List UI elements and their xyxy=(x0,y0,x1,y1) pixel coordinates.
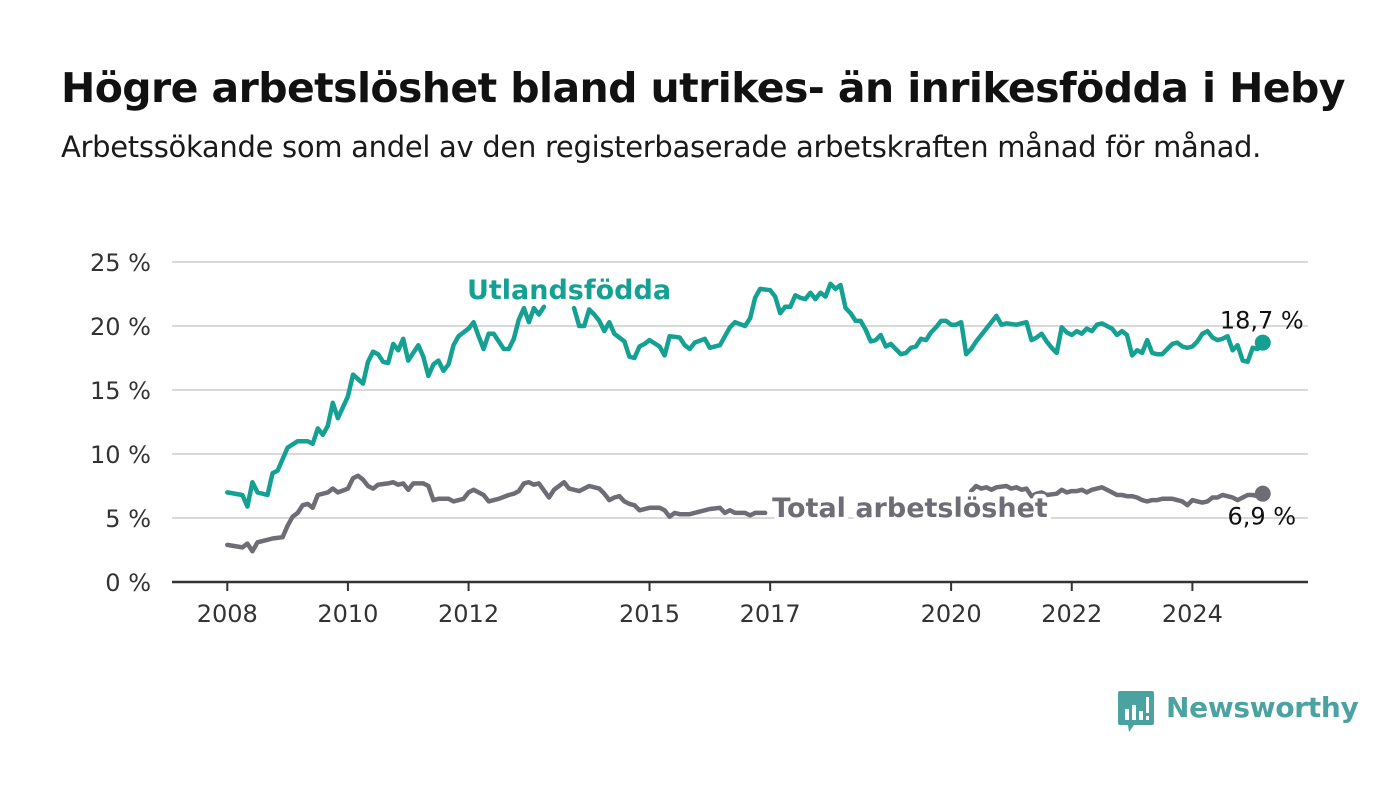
series-label-utlandsfodda: Utlandsfödda xyxy=(467,275,671,306)
y-tick-label: 20 % xyxy=(90,313,151,341)
x-tick-label: 2012 xyxy=(438,600,499,628)
x-tick-label: 2015 xyxy=(619,600,680,628)
axes: 0 % 5 % 10 % 15 % 20 % 25 % 2008 2010 2012 2015 20… xyxy=(90,249,1308,628)
y-tick-label: 15 % xyxy=(90,377,151,405)
logo-text: Newsworthy xyxy=(1166,691,1359,724)
y-tick-label: 5 % xyxy=(105,505,151,533)
series-labels: 18,7 % 6,9 % Utlandsfödda Total arbetslöshe… xyxy=(462,271,1304,531)
x-tick-label: 2008 xyxy=(197,600,258,628)
series-line-utlandsfodda xyxy=(225,281,1266,509)
x-tick-label: 2020 xyxy=(921,600,982,628)
x-tick-label: 2022 xyxy=(1041,600,1102,628)
newsworthy-bar-chart-icon xyxy=(1118,691,1154,732)
series-label-total: Total arbetslöshet xyxy=(772,493,1048,524)
series-line-total xyxy=(225,473,1266,554)
end-label-total: 6,9 % xyxy=(1227,503,1296,531)
end-point-utlandsfodda xyxy=(1254,334,1271,351)
series-lines xyxy=(225,281,1266,554)
end-label-utlandsfodda: 18,7 % xyxy=(1220,307,1304,335)
y-tick-label: 10 % xyxy=(90,441,151,469)
end-point-total xyxy=(1254,485,1271,502)
y-tick-label: 0 % xyxy=(105,569,151,597)
y-tick-label: 25 % xyxy=(90,249,151,277)
newsworthy-logo: Newsworthy xyxy=(1118,691,1359,735)
chart-title: Högre arbetslöshet bland utrikes- än inr… xyxy=(61,64,1345,112)
x-tick-label: 2024 xyxy=(1162,600,1223,628)
x-tick-label: 2010 xyxy=(317,600,378,628)
grid-lines xyxy=(172,261,1308,519)
x-tick-label: 2017 xyxy=(740,600,801,628)
chart-subtitle: Arbetssökande som andel av den registerb… xyxy=(61,130,1262,164)
